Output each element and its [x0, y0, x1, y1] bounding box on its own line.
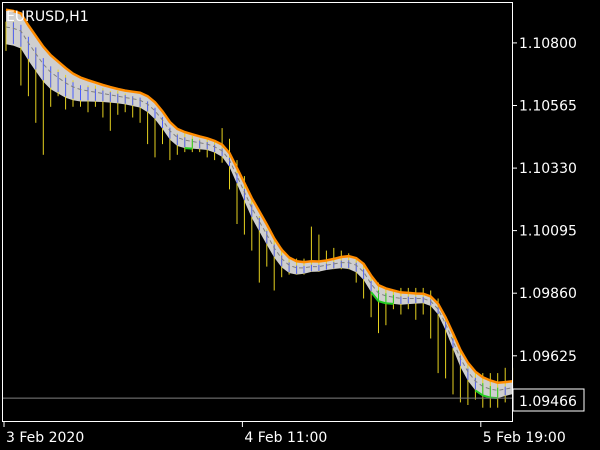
y-tick-label: 1.10330: [519, 161, 577, 177]
y-tick-label: 1.10095: [519, 224, 577, 240]
price-bars: [5, 21, 514, 408]
x-tick-label: 3 Feb 2020: [6, 430, 84, 446]
current-price-badge: 1.09466: [512, 388, 585, 412]
y-tick-label: 1.09625: [519, 349, 577, 365]
lower-band-segment: [378, 300, 387, 305]
y-tick-label: 1.09860: [519, 286, 577, 302]
lower-band-segment: [474, 389, 484, 397]
lower-band-segment: [482, 394, 491, 399]
current-price-box: [512, 388, 585, 412]
y-tick-label: 1.10565: [519, 99, 577, 115]
chart-frame: [2, 2, 513, 422]
price-axis: 1.10800 1.10565 1.10330 1.10095 1.09860 1.096…: [512, 36, 577, 365]
lower-band-segment: [370, 291, 380, 302]
lower-band-segment: [385, 302, 394, 305]
upper-band-line: [5, 8, 513, 384]
current-price-label: 1.09466: [519, 394, 577, 410]
x-tick-label: 4 Feb 11:00: [244, 430, 327, 446]
y-tick-label: 1.10800: [519, 36, 577, 52]
lower-band-segment: [184, 147, 193, 150]
symbol-timeframe-label: EURUSD,H1: [6, 9, 89, 25]
x-tick-label: 5 Feb 19:00: [483, 430, 566, 446]
